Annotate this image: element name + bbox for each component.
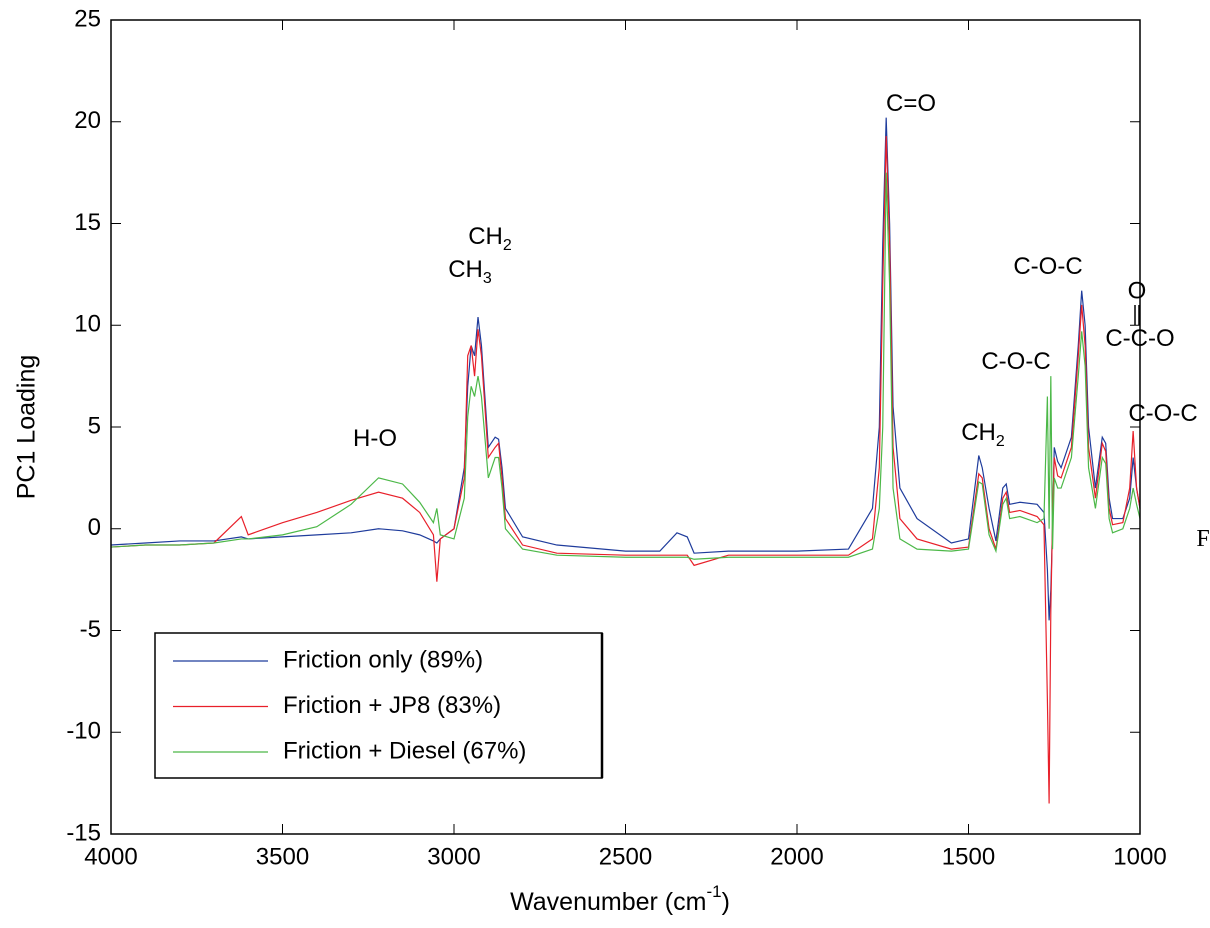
annotation: C-O-C (981, 348, 1050, 375)
y-tick-label: -10 (66, 718, 101, 745)
annotation-subscript: 3 (483, 270, 492, 287)
x-tick-label: 3500 (256, 843, 309, 870)
annotation: CH3 (448, 256, 492, 287)
annotation: C-O-C (1128, 400, 1197, 427)
x-tick-label: 2500 (599, 843, 652, 870)
x-tick-label: 3000 (427, 843, 480, 870)
x-axis-label-text: Wavenumber (cm (510, 888, 706, 916)
annotation-subscript: 2 (503, 237, 512, 254)
series-line (110, 172, 1141, 560)
x-tick-label: 2000 (770, 843, 823, 870)
annotation-text: C-O-C (1013, 253, 1082, 280)
y-tick-label: 0 (88, 514, 101, 541)
annotation-subscript: 2 (996, 433, 1005, 450)
annotation-text: H-O (353, 425, 397, 452)
y-tick-label: 15 (74, 209, 101, 236)
annotation-text: C-C-O (1105, 325, 1174, 352)
legend-label: Friction only (89%) (283, 646, 483, 673)
series-line (110, 117, 1141, 621)
y-axis-label: PC1 Loading (13, 355, 41, 500)
x-tick-label: 1000 (1113, 843, 1166, 870)
series-line (110, 135, 1141, 804)
y-tick-label: 25 (74, 5, 101, 32)
x-tick-label: 4000 (84, 843, 137, 870)
x-axis-label: Wavenumber (cm-1) (510, 882, 730, 915)
annotation-text: CH (448, 256, 483, 283)
annotation: C=O (886, 90, 936, 117)
y-tick-label: -5 (80, 616, 101, 643)
annotation: H-O (353, 425, 397, 452)
annotation-text: C-O-C (981, 348, 1050, 375)
annotation: CH2 (468, 223, 512, 254)
x-axis-label-suffix: ) (722, 888, 730, 916)
annotation: C-C-O (1105, 325, 1174, 352)
annotation-text: CH (961, 419, 996, 446)
x-axis-label-superscript: -1 (706, 882, 721, 901)
annotation-text: CH (468, 223, 503, 250)
y-tick-label: 10 (74, 311, 101, 338)
annotation-text: C-O-C (1128, 400, 1197, 427)
annotation-text: F (1196, 526, 1209, 552)
annotation: C-O-C (1013, 253, 1082, 280)
y-tick-label: 20 (74, 107, 101, 134)
x-tick-label: 1500 (942, 843, 995, 870)
legend-label: Friction + Diesel (67%) (283, 737, 526, 764)
annotation-top: O (1128, 277, 1147, 304)
y-tick-label: -15 (66, 819, 101, 846)
annotation-text: C=O (886, 90, 936, 117)
legend-label: Friction + JP8 (83%) (283, 692, 501, 719)
legend-box (154, 632, 603, 779)
y-tick-label: 5 (88, 412, 101, 439)
annotation: F (1196, 526, 1209, 552)
annotation: CH2 (961, 419, 1005, 450)
